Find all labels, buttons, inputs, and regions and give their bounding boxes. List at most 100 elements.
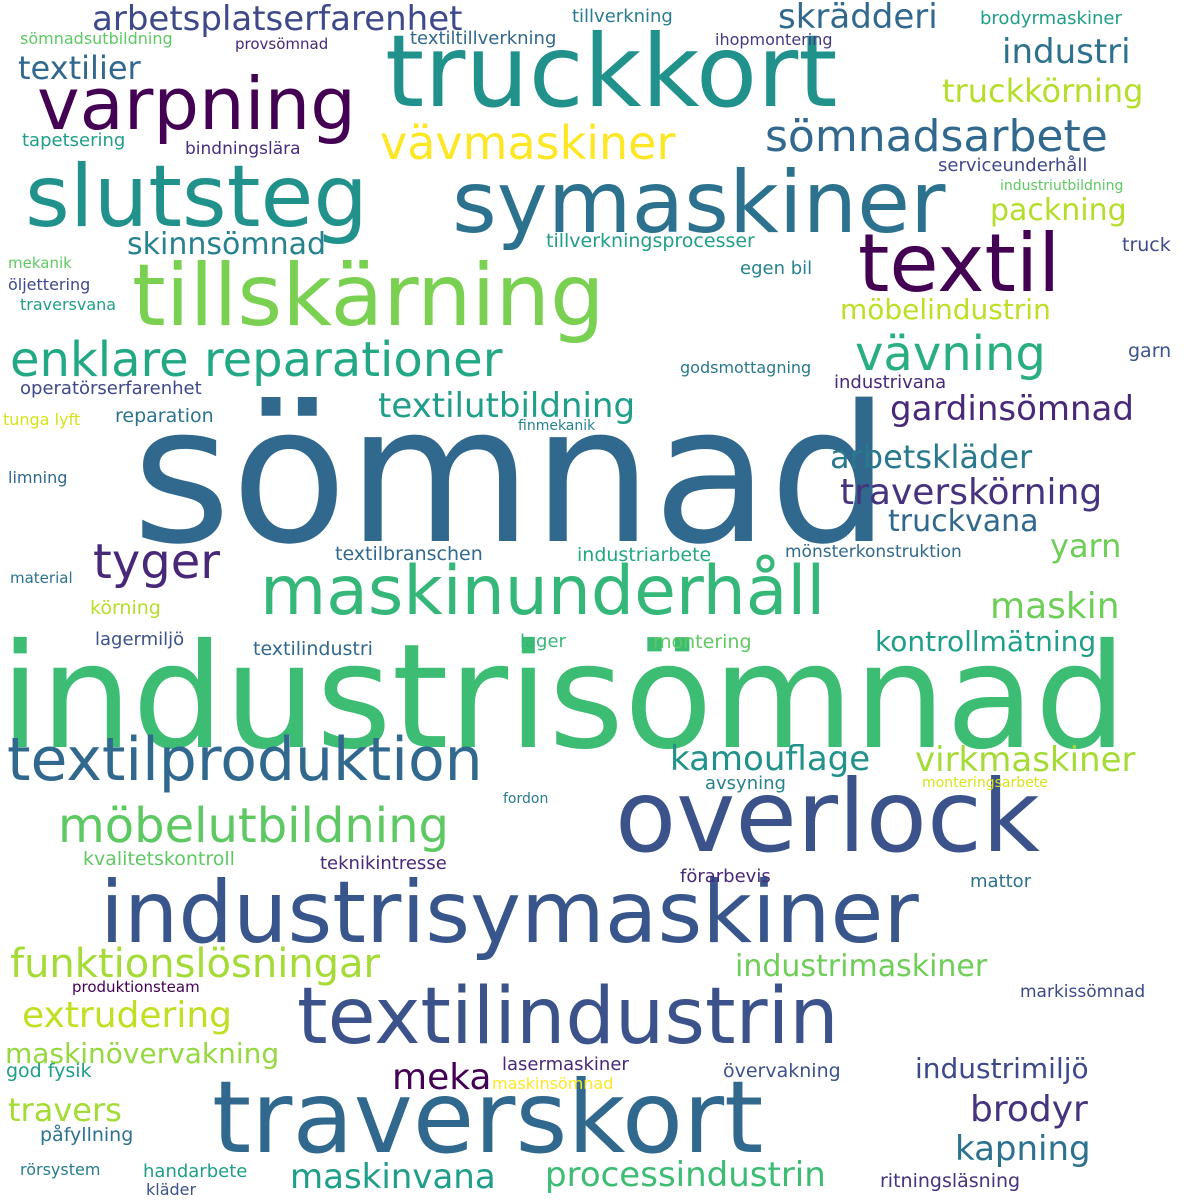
word-finmekanik: finmekanik: [518, 418, 596, 434]
word-virkmaskiner: virkmaskiner: [915, 740, 1136, 780]
word-tapetsering: tapetsering: [22, 130, 126, 151]
word-maskin: maskin: [990, 586, 1120, 627]
word-slutsteg: slutsteg: [25, 147, 368, 247]
word-textilindustri: textilindustri: [253, 638, 373, 660]
word-industrimiljo: industrimiljö: [915, 1052, 1089, 1085]
word-funktionslosningar: funktionslösningar: [10, 941, 380, 987]
word-truckkorning: truckkörning: [942, 72, 1144, 110]
word-arbetsplatserfarenhet: arbetsplatserfarenhet: [92, 0, 463, 39]
word-traversvana: traversvana: [20, 295, 117, 314]
word-gardinsomnad: gardinsömnad: [890, 389, 1134, 429]
word-truckkort: truckkort: [385, 13, 838, 130]
word-lager: lager: [520, 631, 566, 652]
word-maskinvana: maskinvana: [290, 1157, 496, 1197]
word-pafyllning: påfyllning: [40, 1124, 134, 1146]
word-kvalitetskontroll: kvalitetskontroll: [83, 848, 235, 870]
word-travers: travers: [8, 1091, 122, 1129]
word-meka: meka: [392, 1057, 492, 1098]
word-truck: truck: [1122, 234, 1171, 256]
word-vavmaskiner: vävmaskiner: [380, 116, 676, 170]
word-yarn: yarn: [1050, 527, 1122, 565]
word-maskinunderhall: maskinunderhåll: [260, 552, 826, 631]
word-kamouflage: kamouflage: [670, 739, 871, 779]
word-somnadsutbildning: sömnadsutbildning: [20, 29, 173, 48]
word-brodyrmaskiner: brodyrmaskiner: [980, 8, 1122, 29]
word-maskinsomnad: maskinsömnad: [492, 1074, 614, 1093]
word-markissomnad: markissömnad: [1020, 982, 1146, 1002]
word-maskinovervakning: maskinövervakning: [5, 1037, 280, 1070]
word-monteringsarbete: monteringsarbete: [922, 775, 1048, 791]
word-mekanik: mekanik: [8, 254, 72, 272]
word-korning: körning: [90, 597, 161, 619]
word-textilbranschen: textilbranschen: [335, 543, 483, 565]
word-mobelutbildning: möbelutbildning: [58, 798, 449, 854]
word-lasermaskiner: lasermaskiner: [502, 1054, 629, 1075]
word-somnadsarbete: sömnadsarbete: [765, 111, 1108, 162]
word-extrudering: extrudering: [22, 995, 233, 1036]
word-enklare-reparationer: enklare reparationer: [10, 332, 503, 388]
word-textil: textil: [858, 217, 1061, 310]
word-garn: garn: [1128, 340, 1172, 362]
word-god-fysik: god fysik: [6, 1060, 92, 1082]
word-tyger: tyger: [93, 534, 220, 590]
word-teknikintresse: teknikintresse: [320, 853, 447, 874]
word-tunga-lyft: tunga lyft: [3, 410, 81, 429]
word-textiltillverkning: textiltillverkning: [410, 28, 557, 49]
word-industri: industri: [1002, 32, 1131, 72]
word-material: material: [10, 569, 73, 587]
word-industrimaskiner: industrimaskiner: [735, 949, 988, 984]
word-monsterkonstruktion: mönsterkonstruktion: [785, 542, 962, 562]
word-lagermiljo: lagermiljö: [95, 629, 185, 650]
word-produktionsteam: produktionsteam: [72, 978, 200, 996]
word-ihopmontering: ihopmontering: [715, 30, 833, 49]
word-kapning: kapning: [955, 1129, 1091, 1169]
word-fordon: fordon: [503, 791, 549, 807]
word-reparation: reparation: [115, 405, 214, 427]
word-skinnsomnad: skinnsömnad: [127, 227, 327, 262]
word-overvakning: övervakning: [723, 1060, 841, 1082]
word-provsomnad: provsömnad: [235, 35, 329, 53]
word-textilutbildning: textilutbildning: [378, 386, 636, 426]
word-truckvana: truckvana: [888, 504, 1039, 539]
word-mobelindustrin: möbelindustrin: [840, 293, 1051, 326]
word-vavning: vävning: [855, 326, 1046, 382]
word-packning: packning: [990, 193, 1127, 228]
word-arbetsklader: arbetskläder: [830, 438, 1033, 476]
word-industriarbete: industriarbete: [577, 544, 712, 566]
word-tillskarning: tillskärning: [132, 246, 605, 346]
word-forarbevis: förarbevis: [680, 866, 771, 887]
word-limning: limning: [8, 468, 68, 487]
word-overlock: overlock: [615, 758, 1040, 875]
word-operatorserfarenhet: operatörserfarenhet: [20, 378, 202, 399]
word-tillverkning: tillverkning: [572, 6, 673, 27]
word-oljettering: öljettering: [8, 275, 91, 294]
word-mattor: mattor: [970, 871, 1032, 892]
word-industrisomnad: industrisömnad: [0, 613, 1127, 782]
word-avsyning: avsyning: [705, 773, 786, 794]
word-processindustrin: processindustrin: [545, 1155, 826, 1195]
word-serviceunderhall: serviceunderhåll: [938, 155, 1088, 176]
word-varpning: varpning: [37, 62, 357, 146]
word-traverskorning: traverskörning: [840, 472, 1103, 513]
word-kontrollmatning: kontrollmätning: [875, 625, 1097, 658]
word-industrisymaskiner: industrisymaskiner: [100, 863, 919, 963]
word-traverskort: traverskort: [212, 1059, 764, 1176]
word-montering: montering: [653, 631, 752, 653]
word-industriutbildning: industriutbildning: [1000, 178, 1124, 194]
word-textilindustrin: textilindustrin: [297, 972, 839, 1062]
word-textilier: textilier: [18, 49, 141, 87]
word-symaskiner: symaskiner: [452, 153, 946, 253]
word-ritningslasning: ritningsläsning: [880, 1170, 1021, 1192]
word-textilproduktion: textilproduktion: [7, 725, 483, 795]
word-klader: kläder: [146, 1180, 197, 1199]
word-skradderi: skrädderi: [778, 0, 938, 37]
word-tillverkningsprocesser: tillverkningsprocesser: [546, 230, 755, 252]
word-rorsystem: rörsystem: [20, 1160, 101, 1179]
word-bindningslara: bindningslära: [185, 139, 301, 159]
word-somnad: sömnad: [132, 365, 890, 586]
word-industrivana: industrivana: [834, 372, 947, 393]
word-egen-bil: egen bil: [740, 258, 813, 279]
word-handarbete: handarbete: [143, 1161, 248, 1182]
word-godsmottagning: godsmottagning: [680, 358, 812, 377]
